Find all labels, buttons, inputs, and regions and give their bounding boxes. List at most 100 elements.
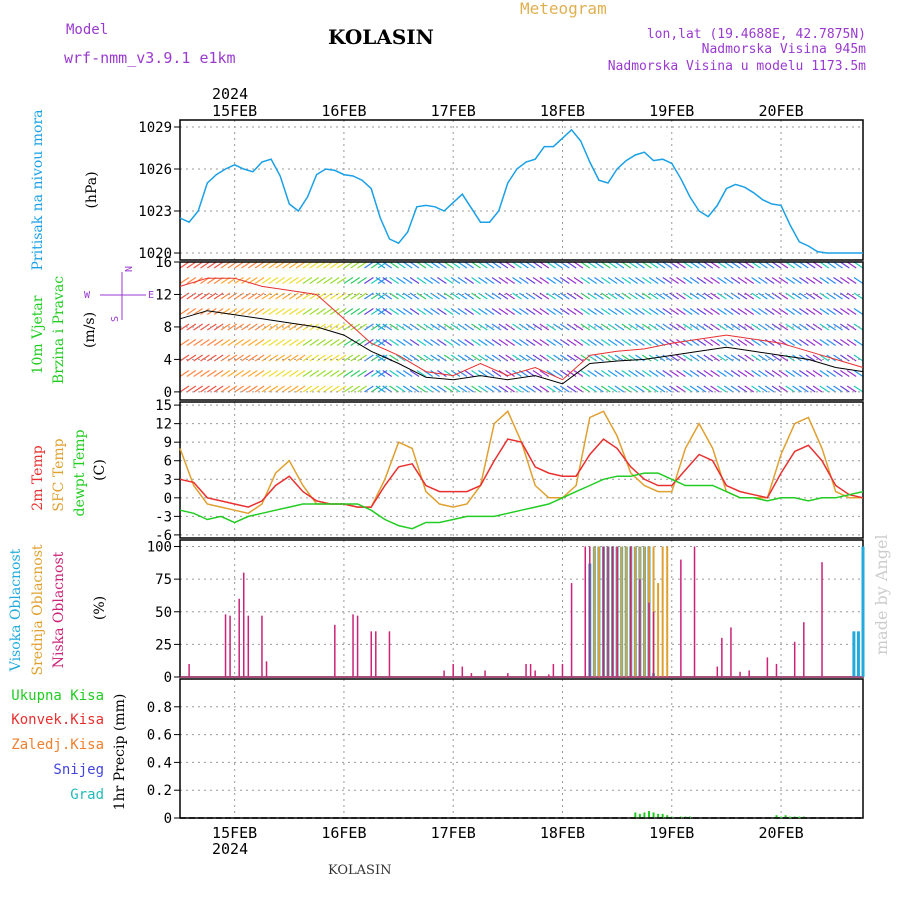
wind-barb: [396, 308, 406, 315]
wind-barb: [594, 385, 604, 393]
wind-barb: [443, 261, 454, 269]
wind-barb: [268, 354, 279, 362]
wind-barb: [329, 277, 340, 284]
wind-barb: [343, 339, 354, 346]
wind-barb: [498, 339, 509, 346]
wind-barb: [710, 385, 720, 393]
wind-barb: [416, 261, 427, 269]
wind-barb: [186, 261, 197, 269]
wind-barb: [751, 354, 761, 362]
wind-barb: [764, 277, 775, 284]
wind-barb: [370, 323, 381, 331]
wind-barb: [329, 354, 340, 362]
wind-barb: [457, 292, 468, 300]
wind-barb: [478, 323, 488, 331]
wind-barb: [402, 370, 413, 377]
wind-barb: [416, 385, 427, 393]
wind-barb: [350, 308, 361, 315]
wind-barb: [282, 370, 292, 377]
cloud-ylabel-2: Srednja Oblacnost: [30, 544, 46, 675]
wind-barb: [464, 292, 475, 300]
wind-barb: [600, 277, 611, 284]
wind-barb: [336, 323, 347, 331]
wind-barb: [682, 339, 693, 346]
model-name: wrf-nmm_v3.9.1 e1km: [64, 49, 236, 67]
wind-barb: [478, 261, 488, 269]
wind-barb: [703, 261, 714, 269]
wind-barb: [416, 370, 427, 377]
wind-barb: [450, 370, 461, 377]
wind-barb: [546, 323, 556, 331]
wind-barb: [833, 370, 843, 377]
wind-barb: [785, 370, 796, 377]
wind-barb: [375, 292, 386, 300]
low-cloud-bar: [370, 631, 372, 677]
wind-barb: [295, 277, 306, 284]
wind-barb: [682, 323, 693, 331]
wind-barb: [471, 323, 481, 331]
wind-barb: [853, 261, 864, 269]
wind-barb: [316, 261, 326, 269]
wind-barb: [437, 308, 447, 315]
wind-barb: [423, 308, 434, 315]
wind-barb: [525, 308, 536, 315]
wind-barb: [696, 292, 707, 300]
wind-barb: [580, 308, 591, 315]
wind-barb: [812, 277, 823, 284]
y-tick-label: 1020: [138, 246, 172, 262]
wind-barb: [751, 370, 761, 377]
low-cloud-bar: [242, 572, 245, 677]
wind-barb: [799, 339, 809, 346]
wind-barb: [275, 354, 285, 362]
wind-barb: [689, 354, 700, 362]
wind-barb: [840, 277, 850, 284]
wind-barb: [785, 339, 796, 346]
wind-barb: [375, 261, 386, 269]
wind-barb: [553, 292, 563, 300]
wind-barb: [450, 277, 461, 284]
wind-barb: [669, 308, 679, 315]
wind-barb: [179, 308, 190, 315]
low-cloud-bar: [229, 615, 231, 677]
wind-barb: [744, 370, 755, 377]
wind-barb: [641, 385, 652, 393]
wind-barb: [377, 339, 388, 346]
wind-barb: [717, 370, 727, 377]
wind-barb: [505, 354, 516, 362]
wind-barb: [484, 339, 495, 346]
wind-barb: [607, 308, 618, 315]
wind-barb: [261, 339, 272, 346]
wind-barb: [220, 385, 231, 393]
wind-barb: [648, 385, 659, 393]
wind-barb: [676, 261, 686, 269]
wind-barb: [764, 261, 775, 269]
wind-barb: [402, 385, 413, 393]
wind-barb: [546, 354, 556, 362]
wind-barb: [343, 385, 354, 393]
y-tick-label: 3: [164, 472, 172, 488]
wind-barb: [186, 339, 197, 346]
wind-barb: [295, 385, 306, 393]
wind-barb: [778, 385, 789, 393]
wind-barb: [764, 354, 775, 362]
wind-barb: [382, 323, 393, 331]
wind-barb: [559, 261, 570, 269]
wind-barb: [437, 385, 447, 393]
wind-barb: [295, 370, 306, 377]
wind-barb: [573, 277, 584, 284]
wind-barb: [336, 339, 347, 346]
wind-barb: [662, 292, 673, 300]
wind-barb: [580, 370, 591, 377]
wind-barb: [607, 354, 618, 362]
wind-barb: [621, 385, 632, 393]
wind-barb: [437, 339, 447, 346]
wind-barb: [635, 308, 645, 315]
wind-barb: [812, 261, 823, 269]
wind-barb: [505, 261, 516, 269]
wind-barb: [409, 339, 420, 346]
wind-barb: [600, 339, 611, 346]
wind-barb: [641, 339, 652, 346]
x-tick-label-top: 17FEB: [431, 102, 476, 120]
wind-barb: [676, 339, 686, 346]
